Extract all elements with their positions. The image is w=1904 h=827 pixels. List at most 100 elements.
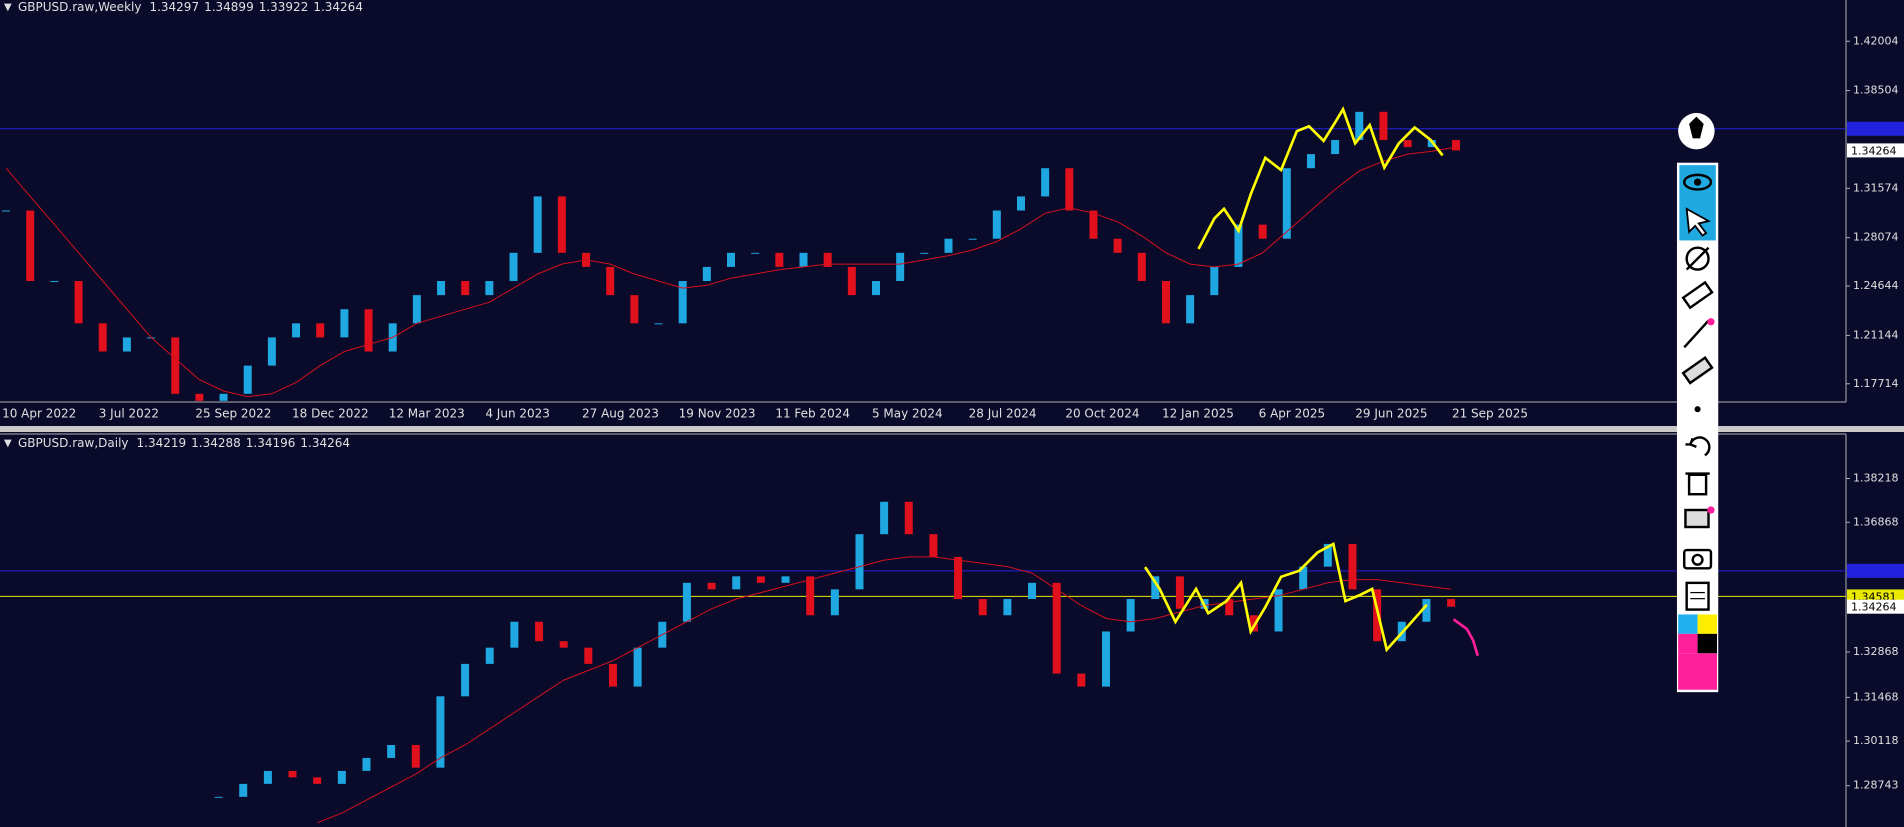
candle-body — [558, 196, 566, 252]
date-label: 12 Jan 2025 — [1162, 407, 1234, 421]
date-label: 25 Sep 2022 — [195, 407, 271, 421]
candle-body — [634, 648, 642, 687]
color-cyan[interactable] — [1678, 614, 1697, 633]
candle-body — [1017, 196, 1025, 210]
candle-body — [683, 583, 691, 622]
candle-body — [848, 267, 856, 295]
candle-body — [244, 366, 252, 394]
candle-body — [99, 323, 107, 351]
candle-body — [969, 239, 977, 240]
candle-body — [485, 281, 493, 295]
price-tick-label: 1.17714 — [1853, 377, 1899, 390]
candle-body — [905, 502, 913, 534]
current-price-label: 1.34264 — [1851, 144, 1897, 157]
candle-body — [461, 664, 469, 696]
open: 1.34297 — [149, 0, 199, 14]
candle-body — [1210, 267, 1218, 295]
current-color — [1678, 653, 1717, 689]
current-price-label: 1.34264 — [1851, 601, 1897, 614]
high: 1.34899 — [204, 0, 254, 14]
candle-body — [437, 281, 445, 295]
candle-body — [1186, 295, 1194, 323]
candle-body — [1379, 112, 1387, 140]
candle-body — [1348, 544, 1356, 589]
candle-body — [486, 648, 494, 664]
candle-body — [806, 576, 814, 615]
date-label: 28 Jul 2024 — [969, 407, 1037, 421]
date-label: 21 Sep 2025 — [1452, 407, 1528, 421]
candle-body — [412, 745, 420, 768]
candle-body — [630, 295, 638, 323]
high: 1.34288 — [191, 436, 241, 450]
color-yellow[interactable] — [1698, 614, 1717, 633]
candle-body — [510, 622, 518, 648]
candle-body — [1452, 140, 1460, 150]
candle-body — [1127, 599, 1135, 631]
candle-body — [1307, 154, 1315, 168]
price-tick-label: 1.28743 — [1853, 779, 1899, 792]
candle-body — [1028, 583, 1036, 599]
panel-separator — [0, 426, 1904, 432]
candle-body — [1065, 168, 1073, 210]
color-black[interactable] — [1698, 634, 1717, 653]
date-label: 11 Feb 2024 — [775, 407, 850, 421]
candle-body — [1283, 168, 1291, 239]
candle-body — [775, 253, 783, 267]
candle-body — [1259, 225, 1267, 239]
candle-body — [239, 784, 247, 797]
date-label: 12 Mar 2023 — [389, 407, 465, 421]
candle-body — [171, 337, 179, 393]
candle-body — [1162, 281, 1170, 323]
board-icon[interactable] — [1685, 510, 1708, 527]
date-label: 10 Apr 2022 — [2, 407, 76, 421]
price-tick-label: 1.38218 — [1853, 471, 1899, 484]
price-tick-label: 1.38504 — [1853, 84, 1899, 97]
date-label: 19 Nov 2023 — [679, 407, 756, 421]
date-label: 18 Dec 2022 — [292, 407, 369, 421]
candle-body — [535, 622, 543, 641]
candle-body — [708, 583, 716, 589]
candle-body — [1003, 599, 1011, 615]
color-magenta[interactable] — [1678, 634, 1697, 653]
symbol: GBPUSD.raw,Daily — [18, 436, 129, 450]
candle-body — [413, 295, 421, 323]
panel-header: GBPUSD.raw,Daily1.342191.342881.341961.3… — [18, 436, 350, 450]
drawing-toolbar — [1677, 113, 1718, 692]
candle-body — [1114, 239, 1122, 253]
candle-body — [340, 309, 348, 337]
dot-icon[interactable] — [1695, 406, 1701, 412]
candle-body — [268, 337, 276, 365]
collapse-arrow[interactable]: ▼ — [4, 438, 12, 449]
candle-body — [362, 758, 370, 771]
candle-body — [751, 253, 759, 254]
candle-body — [289, 771, 297, 777]
close: 1.34264 — [313, 0, 363, 14]
candle-body — [1138, 253, 1146, 281]
candle-body — [461, 281, 469, 295]
candle-body — [1053, 583, 1061, 674]
candle-body — [1102, 631, 1110, 686]
candle-body — [1422, 599, 1430, 622]
date-label: 20 Oct 2024 — [1065, 407, 1139, 421]
symbol: GBPUSD.raw,Weekly — [18, 0, 141, 14]
level-price-box — [1847, 564, 1904, 578]
price-tick-label: 1.42004 — [1853, 34, 1899, 47]
low: 1.34196 — [246, 436, 296, 450]
collapse-arrow[interactable]: ▼ — [4, 2, 12, 13]
candle-body — [292, 323, 300, 337]
low: 1.33922 — [259, 0, 309, 14]
candle-body — [872, 281, 880, 295]
candle-body — [727, 253, 735, 267]
candle-body — [831, 589, 839, 615]
date-label: 3 Jul 2022 — [99, 407, 159, 421]
candle-body — [1176, 576, 1184, 608]
date-label: 6 Apr 2025 — [1259, 407, 1326, 421]
price-tick-label: 1.24644 — [1853, 279, 1899, 292]
candle-body — [703, 267, 711, 281]
candle-body — [655, 323, 663, 324]
candle-body — [123, 337, 131, 351]
candle-body — [215, 797, 223, 798]
candle-body — [979, 599, 987, 615]
candle-body — [1447, 599, 1455, 607]
